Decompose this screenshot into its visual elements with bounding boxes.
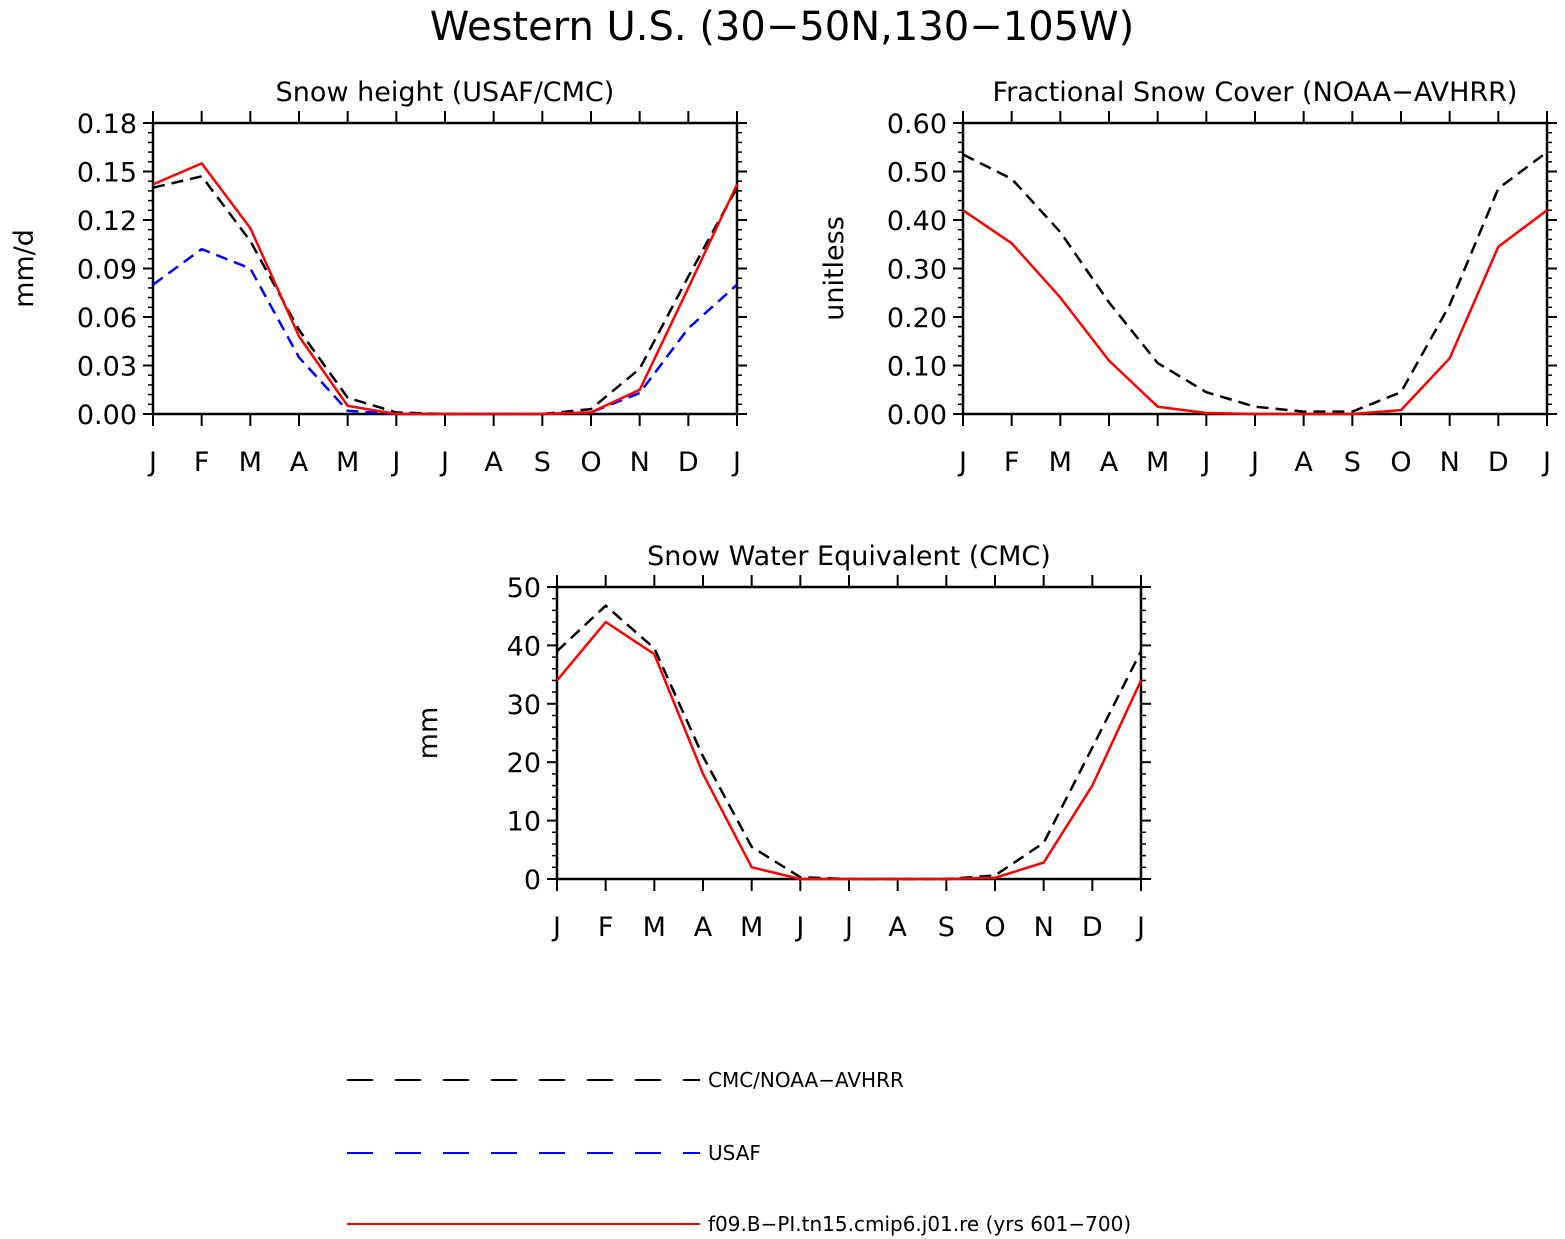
- x-tick-label: J: [1135, 912, 1145, 943]
- y-tick-label: 20: [507, 748, 541, 779]
- y-tick-label: 0.40: [887, 206, 947, 237]
- x-tick-label: A: [888, 912, 907, 943]
- x-tick-label: O: [1390, 447, 1411, 478]
- plot-frame: [961, 121, 1549, 416]
- x-tick-label: M: [336, 447, 359, 478]
- series-line: [152, 247, 738, 416]
- x-tick-label: A: [484, 447, 503, 478]
- y-tick-label: 0.50: [887, 158, 947, 189]
- chart-panel-1: Snow height (USAF/CMC) mm/d 0.00 0.03 0.06 0.…: [9, 77, 747, 478]
- x-tick-label: O: [984, 912, 1005, 943]
- x-tick-label: J: [1249, 447, 1259, 478]
- x-tick-label: M: [643, 912, 666, 943]
- x-tick-label: S: [1344, 447, 1361, 478]
- series-line: [152, 162, 739, 416]
- x-tick-label: F: [598, 912, 614, 943]
- y-tick-label: 50: [507, 573, 541, 604]
- x-tick-label: S: [534, 447, 551, 478]
- panel-title: Snow height (USAF/CMC): [276, 77, 615, 108]
- x-tick-label: A: [1100, 447, 1119, 478]
- chart-panels: Snow height (USAF/CMC) mm/d 0.00 0.03 0.06 0.…: [9, 77, 1557, 943]
- y-axis-label: mm: [413, 707, 444, 760]
- series-line: [962, 209, 1548, 416]
- x-tick-label: M: [740, 912, 763, 943]
- y-tick-label: 0.10: [887, 352, 947, 383]
- panel-title: Snow Water Equivalent (CMC): [647, 541, 1051, 572]
- y-tick-label: 0: [524, 865, 541, 896]
- x-tick-label: O: [580, 447, 601, 478]
- x-tick-label: N: [630, 447, 650, 478]
- x-tick-label: S: [938, 912, 955, 943]
- legend-label: f09.B−PI.tn15.cmip6.j01.re (yrs 601−700): [708, 1212, 1131, 1236]
- y-tick-label: 0.03: [77, 352, 137, 383]
- y-axis-label: mm/d: [9, 229, 40, 308]
- series-line: [556, 620, 1143, 881]
- y-tick-label: 0.09: [77, 255, 137, 286]
- chart-panel-2: Fractional Snow Cover (NOAA−AVHRR) unitle…: [819, 77, 1557, 478]
- legend-label: USAF: [708, 1141, 761, 1165]
- series-line: [962, 151, 1548, 413]
- x-tick-label: F: [194, 447, 210, 478]
- x-tick-label: D: [1488, 447, 1509, 478]
- y-tick-label: 0.15: [77, 158, 137, 189]
- y-tick-label: 0.00: [77, 400, 137, 431]
- x-tick-label: M: [239, 447, 262, 478]
- x-tick-label: J: [1200, 447, 1210, 478]
- x-tick-label: N: [1034, 912, 1054, 943]
- y-tick-label: 0.06: [77, 303, 137, 334]
- x-tick-label: A: [1294, 447, 1313, 478]
- panel-title: Fractional Snow Cover (NOAA−AVHRR): [993, 77, 1518, 108]
- y-tick-label: 0.12: [77, 206, 137, 237]
- y-tick-label: 40: [507, 631, 541, 662]
- y-tick-label: 0.20: [887, 303, 947, 334]
- x-tick-label: J: [1541, 447, 1551, 478]
- x-tick-label: N: [1440, 447, 1460, 478]
- y-tick-label: 0.60: [887, 109, 947, 140]
- x-tick-label: J: [551, 912, 561, 943]
- y-tick-label: 0.18: [77, 109, 137, 140]
- y-tick-label: 0.30: [887, 255, 947, 286]
- y-tick-label: 30: [507, 690, 541, 721]
- plot-frame: [555, 585, 1143, 881]
- x-tick-label: J: [731, 447, 741, 478]
- figure-title: Western U.S. (30−50N,130−105W): [430, 4, 1135, 50]
- x-tick-label: F: [1004, 447, 1020, 478]
- x-tick-label: A: [694, 912, 713, 943]
- x-tick-label: D: [678, 447, 699, 478]
- legend-label: CMC/NOAA−AVHRR: [708, 1068, 904, 1092]
- y-tick-label: 0.00: [887, 400, 947, 431]
- x-tick-label: A: [290, 447, 309, 478]
- legend: CMC/NOAA−AVHRR USAF f09.B−PI.tn15.cmip6.j0…: [347, 1068, 1131, 1236]
- x-tick-label: D: [1082, 912, 1103, 943]
- y-axis-label: unitless: [819, 216, 850, 321]
- x-tick-label: M: [1049, 447, 1072, 478]
- x-tick-label: J: [439, 447, 449, 478]
- x-tick-label: J: [957, 447, 967, 478]
- x-tick-label: J: [147, 447, 157, 478]
- x-tick-label: J: [794, 912, 804, 943]
- chart-panel-3: Snow Water Equivalent (CMC) mm 0 10 20 30 40 50…: [413, 541, 1151, 943]
- x-tick-label: J: [390, 447, 400, 478]
- y-tick-label: 10: [507, 807, 541, 838]
- x-tick-label: M: [1146, 447, 1169, 478]
- x-tick-label: J: [843, 912, 853, 943]
